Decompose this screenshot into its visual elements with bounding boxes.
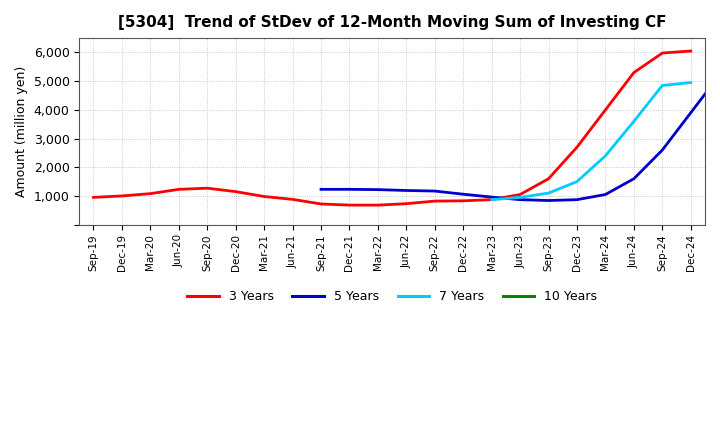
Y-axis label: Amount (million yen): Amount (million yen) [15, 66, 28, 197]
Legend: 3 Years, 5 Years, 7 Years, 10 Years: 3 Years, 5 Years, 7 Years, 10 Years [182, 285, 602, 308]
Title: [5304]  Trend of StDev of 12-Month Moving Sum of Investing CF: [5304] Trend of StDev of 12-Month Moving… [118, 15, 667, 30]
